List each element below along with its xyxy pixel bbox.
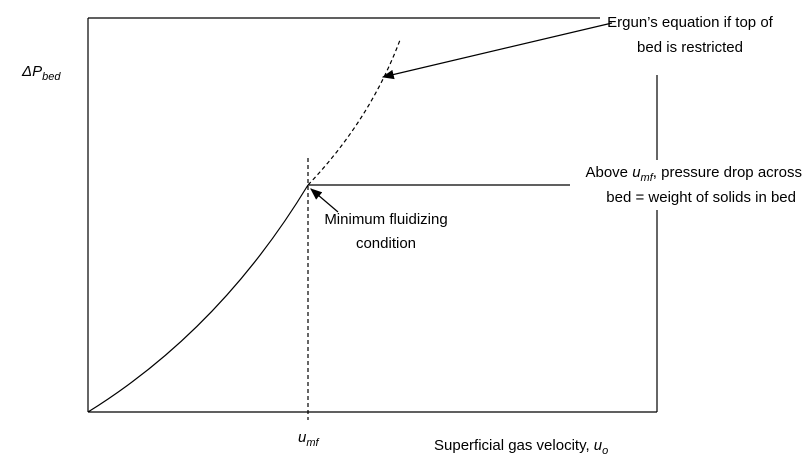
text: , pressure drop across [653, 164, 802, 181]
subscript: mf [306, 437, 319, 449]
annotation: Minimum fluidizing [324, 211, 447, 228]
subscript: bed [42, 71, 61, 83]
pressure-curve [87, 184, 309, 413]
x-axis-label: Superficial gas velocity, uo [434, 437, 608, 456]
symbol: u [594, 437, 603, 454]
symbol: u [298, 429, 307, 446]
annotation: Ergun’s equation if top of [607, 14, 774, 31]
annotation: bed is restricted [637, 39, 743, 56]
x-marker-label: umf [298, 429, 320, 449]
annotation: condition [356, 235, 416, 252]
label: Superficial gas velocity, [434, 437, 594, 454]
ergun-curve [307, 39, 401, 186]
symbol: ΔP [21, 63, 42, 80]
text: Above [585, 164, 632, 181]
subscript: o [602, 445, 608, 456]
arrow [310, 188, 339, 213]
annotation: Above umf, pressure drop across [585, 164, 802, 184]
arrow [381, 22, 613, 80]
subscript: mf [641, 172, 654, 184]
annotation: bed = weight of solids in bed [606, 189, 796, 206]
y-axis-label: ΔPbed [21, 63, 61, 83]
symbol: u [632, 164, 641, 181]
